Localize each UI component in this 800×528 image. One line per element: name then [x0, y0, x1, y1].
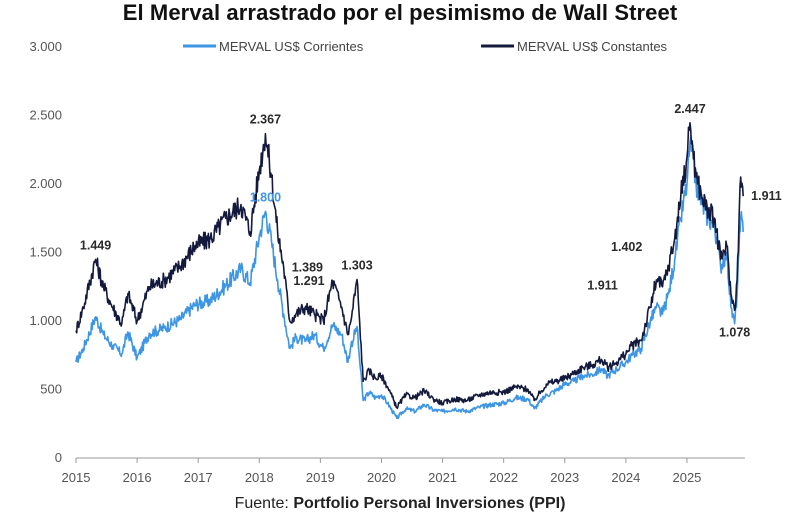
legend-label: MERVAL US$ Constantes — [517, 39, 668, 54]
x-tick-label: 2018 — [245, 470, 274, 485]
x-tick-label: 2021 — [428, 470, 457, 485]
y-tick-label: 2.500 — [29, 108, 62, 123]
series-line-constantes — [75, 122, 744, 410]
y-tick-label: 0 — [55, 450, 62, 465]
source-note: Fuente: Portfolio Personal Inversiones (… — [0, 495, 800, 513]
y-axis: 0 500 1.000 1.500 2.000 2.500 3.000 — [29, 39, 62, 465]
x-tick-label: 2023 — [550, 470, 579, 485]
data-label: 1.800 — [250, 190, 281, 204]
chart-title: El Merval arrastrado por el pesimismo de… — [122, 0, 678, 25]
data-label: 1.402 — [611, 240, 642, 254]
source-prefix: Fuente: — [234, 495, 289, 512]
series-line-corrientes — [75, 135, 744, 420]
data-label: 1.911 — [587, 278, 618, 292]
x-tick-label: 2024 — [611, 470, 640, 485]
y-tick-label: 3.000 — [29, 39, 62, 54]
legend: MERVAL US$ Corrientes MERVAL US$ Constant… — [183, 39, 668, 54]
data-label: 1.078 — [719, 325, 750, 339]
data-label: 1.911 — [751, 189, 782, 203]
x-tick-label: 2022 — [489, 470, 518, 485]
x-tick-label: 2020 — [367, 470, 396, 485]
x-axis: 2015 2016 2017 2018 2019 2020 2021 2022 2023 2024… — [62, 457, 745, 485]
x-tick-label: 2015 — [62, 470, 91, 485]
data-label: 2.367 — [250, 113, 281, 127]
x-tick-label: 2017 — [184, 470, 213, 485]
y-tick-label: 2.000 — [29, 176, 62, 191]
data-label: 1.291 — [293, 274, 324, 288]
y-tick-label: 1.000 — [29, 313, 62, 328]
data-label: 1.303 — [341, 258, 372, 272]
x-tick-label: 2019 — [306, 470, 335, 485]
series-lines — [75, 122, 744, 420]
y-tick-label: 500 — [40, 382, 62, 397]
x-tick-label: 2016 — [123, 470, 152, 485]
x-tick-label: 2025 — [672, 470, 701, 485]
y-tick-label: 1.500 — [29, 245, 62, 260]
legend-label: MERVAL US$ Corrientes — [219, 39, 364, 54]
data-label: 2.447 — [674, 102, 705, 116]
data-label: 1.449 — [80, 238, 111, 252]
source-name: Portfolio Personal Inversiones (PPI) — [293, 495, 566, 512]
data-label: 1.389 — [292, 261, 323, 275]
